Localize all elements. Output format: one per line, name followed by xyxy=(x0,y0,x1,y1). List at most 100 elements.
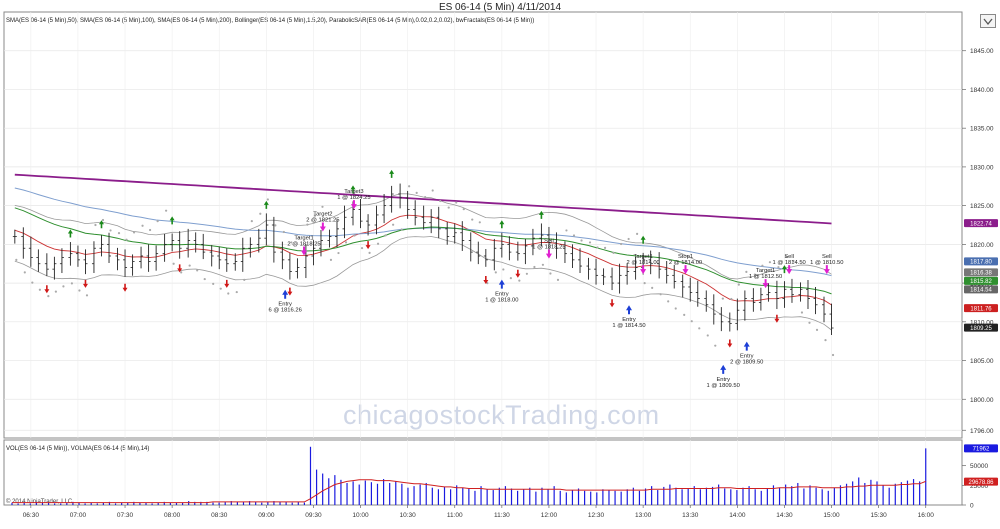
fractal-up-arrow xyxy=(350,185,356,194)
psar-dot xyxy=(141,224,144,227)
psar-dot xyxy=(212,282,215,285)
price-value-badge-label: 1817.80 xyxy=(970,260,992,266)
fractal-down-arrow xyxy=(483,275,489,284)
psar-dot xyxy=(674,307,677,310)
psar-dot xyxy=(180,271,183,274)
psar-dot xyxy=(714,344,717,347)
psar-dot xyxy=(431,189,434,192)
trade-label: Entry xyxy=(716,377,730,383)
volume-tick-label: 0 xyxy=(970,503,974,510)
trade-label: Target1 xyxy=(756,268,775,274)
psar-dot xyxy=(730,297,733,301)
psar-dot xyxy=(165,209,168,212)
entry-arrow xyxy=(626,305,633,315)
psar-dot xyxy=(596,246,599,249)
psar-dot xyxy=(572,234,576,237)
trade-sub-label: 1 @ 1824.25 xyxy=(337,195,370,201)
psar-dot xyxy=(525,272,528,275)
psar-dot xyxy=(824,338,827,342)
psar-dot xyxy=(502,268,505,271)
psar-dot xyxy=(313,214,317,217)
fractal-down-arrow xyxy=(224,279,230,288)
psar-dot xyxy=(31,281,34,284)
trade-label: Entry xyxy=(740,354,754,360)
fractal-down-arrow xyxy=(365,241,371,250)
time-tick-label: 11:30 xyxy=(494,512,510,519)
psar-dot xyxy=(259,212,262,215)
volume-value-badge xyxy=(964,444,998,453)
psar-dot xyxy=(353,234,356,237)
volume-value-badge xyxy=(964,477,998,486)
psar-dot xyxy=(808,321,811,324)
trade-label: Sell xyxy=(822,254,832,260)
time-tick-label: 11:00 xyxy=(447,512,463,519)
fractal-down-arrow xyxy=(609,299,615,308)
fractal-down-arrow xyxy=(122,283,128,292)
psar-dot xyxy=(745,270,748,273)
psar-dot xyxy=(706,334,709,337)
psar-dot xyxy=(439,199,442,203)
psar-dot xyxy=(282,230,285,234)
price-value-badge-label: 1814.54 xyxy=(970,288,992,294)
price-value-badge-label: 1816.38 xyxy=(970,271,992,277)
psar-dot xyxy=(109,229,112,232)
time-tick-label: 12:00 xyxy=(541,512,558,519)
price-value-badge-label: 1811.76 xyxy=(970,306,992,312)
psar-dot xyxy=(321,205,324,208)
psar-dot xyxy=(85,294,89,297)
psar-dot xyxy=(455,201,458,204)
exit-arrow xyxy=(823,265,830,275)
trade-sub-label: 1 @ 1818.25 xyxy=(532,245,565,251)
exit-arrow xyxy=(301,246,308,256)
psar-dot xyxy=(329,258,333,261)
psar-dot xyxy=(132,231,136,234)
psar-dot xyxy=(753,273,756,276)
psar-dot xyxy=(690,320,693,323)
fractal-down-arrow xyxy=(774,314,780,323)
psar-dot xyxy=(384,234,387,237)
time-tick-label: 14:00 xyxy=(729,512,746,519)
psar-dot xyxy=(101,218,105,222)
trade-label: Target3 xyxy=(344,189,363,195)
price-value-badge xyxy=(964,285,998,294)
psar-dot xyxy=(800,311,804,314)
psar-dot xyxy=(415,191,418,194)
psar-dot xyxy=(509,277,512,280)
psar-dot xyxy=(831,353,835,357)
trade-sub-label: 2 @ 1814.00 xyxy=(626,260,659,266)
trade-sub-label: 2 @ 1818.25 xyxy=(287,242,320,248)
psar-dot xyxy=(337,251,340,255)
psar-dot xyxy=(556,278,560,281)
trade-label: Stop1 xyxy=(678,254,693,260)
psar-dot xyxy=(761,264,764,267)
price-value-badge-label: 1822.74 xyxy=(970,221,992,227)
psar-dot xyxy=(196,269,199,272)
psar-dot xyxy=(588,241,592,244)
time-tick-label: 07:30 xyxy=(117,512,134,519)
psar-dot xyxy=(784,255,788,258)
fractal-down-arrow xyxy=(44,285,50,294)
watermark: chicagostockTrading.com xyxy=(343,400,659,430)
fractal-down-arrow xyxy=(287,287,293,296)
price-tick-label: 1830.00 xyxy=(970,164,994,171)
psar-dot xyxy=(659,293,662,296)
psar-dot xyxy=(486,281,489,285)
volume-tick-label: 25000 xyxy=(970,483,988,490)
trade-label: Entry xyxy=(622,317,636,323)
copyright-text: © 2014 NinjaTrader, LLC xyxy=(6,498,73,505)
fractal-up-arrow xyxy=(389,169,395,178)
psar-dot xyxy=(78,289,81,292)
trade-sub-label: 1 @ 1814.50 xyxy=(612,323,645,329)
psar-dot xyxy=(188,264,191,267)
psar-dot xyxy=(376,242,380,245)
fractal-up-arrow xyxy=(67,229,73,238)
fractal-up-arrow xyxy=(263,200,269,209)
trade-sub-label: 1 @ 1810.50 xyxy=(810,260,843,266)
psar-dot xyxy=(203,277,206,281)
trade-label: Target2 xyxy=(313,212,332,218)
psar-dot xyxy=(777,266,780,269)
psar-dot xyxy=(250,220,253,223)
sma200-line xyxy=(14,173,832,225)
chevron-down-icon[interactable] xyxy=(980,14,996,28)
volma-line xyxy=(12,479,926,504)
